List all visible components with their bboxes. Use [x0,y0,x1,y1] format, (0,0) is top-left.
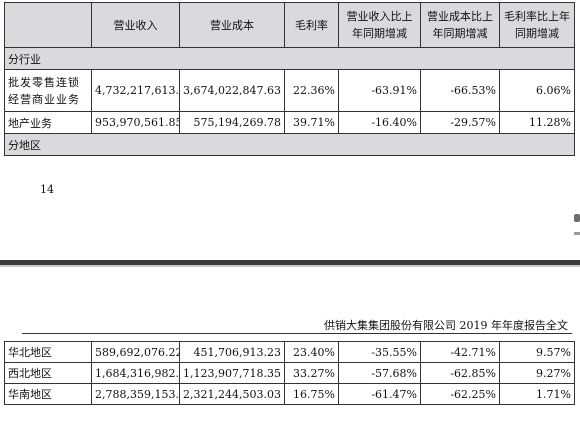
cell-cost: 1,123,907,718.35 [179,362,285,384]
section-row-industry: 分行业 [4,47,575,70]
cell-cost: 451,706,913.23 [179,341,285,363]
cell-revenue-change: -57.68% [338,362,421,384]
cell-revenue: 2,788,359,153.19 [91,383,180,405]
section-label: 分地区 [4,133,575,156]
cell-margin: 16.75% [284,383,339,405]
header-cell-cost-change: 营业成本比上年同期增减 [420,2,500,48]
section-label: 分行业 [4,47,575,70]
cell-margin-change: 1.71% [499,383,575,405]
cell-cost: 2,321,244,503.03 [179,383,285,405]
cell-margin: 23.40% [284,341,339,363]
cell-revenue: 953,970,561.85 [91,111,180,134]
row-label: 华北地区 [4,341,92,363]
cell-revenue: 4,732,217,613.86 [91,69,180,112]
header-cell-revenue-change: 营业收入比上年同期增减 [338,2,421,48]
cell-margin: 39.71% [284,111,339,134]
page-number: 14 [40,183,54,196]
cell-margin-change: 9.27% [499,362,575,384]
income-by-segment-table: 营业收入 营业成本 毛利率 营业收入比上年同期增减 营业成本比上年同期增减 毛利… [4,2,575,156]
income-by-region-table: 华北地区 589,692,076.22 451,706,913.23 23.40… [4,341,575,405]
page-divider-shadow [0,265,580,267]
table-row: 华南地区 2,788,359,153.19 2,321,244,503.03 1… [4,383,575,405]
row-label: 地产业务 [4,111,92,134]
cell-margin-change: 6.06% [499,69,575,112]
cell-margin: 33.27% [284,362,339,384]
header-cell-margin: 毛利率 [284,2,339,48]
cell-revenue: 589,692,076.22 [91,341,180,363]
cell-margin-change: 9.57% [499,341,575,363]
cell-margin-change: 11.28% [499,111,575,134]
page-edge-mark [574,232,580,235]
cell-revenue-change: -16.40% [338,111,421,134]
header-cell-empty [4,2,92,48]
running-header: 供销大集集团股份有限公司 2019 年年度报告全文 [324,319,568,332]
header-cell-margin-change: 毛利率比上年同期增减 [499,2,575,48]
cell-revenue-change: -35.55% [338,341,421,363]
table-row: 地产业务 953,970,561.85 575,194,269.78 39.71… [4,111,575,134]
cell-cost-change: -29.57% [420,111,500,134]
cell-cost-change: -66.53% [420,69,500,112]
header-cell-cost: 营业成本 [179,2,285,48]
page-edge-mark [574,214,580,222]
row-label: 西北地区 [4,362,92,384]
cell-cost: 575,194,269.78 [179,111,285,134]
page-divider [0,260,580,265]
section-row-region: 分地区 [4,133,575,156]
cell-cost-change: -62.85% [420,362,500,384]
header-rule [22,333,572,334]
cell-revenue-change: -63.91% [338,69,421,112]
cell-cost: 3,674,022,847.63 [179,69,285,112]
cell-revenue: 1,684,316,982.40 [91,362,180,384]
table-row: 西北地区 1,684,316,982.40 1,123,907,718.35 3… [4,362,575,384]
header-cell-revenue: 营业收入 [91,2,180,48]
table-row: 华北地区 589,692,076.22 451,706,913.23 23.40… [4,341,575,363]
table-row: 批发零售连锁经营商业业务 4,732,217,613.86 3,674,022,… [4,69,575,112]
row-label: 华南地区 [4,383,92,405]
cell-revenue-change: -61.47% [338,383,421,405]
row-label: 批发零售连锁经营商业业务 [4,69,92,112]
cell-margin: 22.36% [284,69,339,112]
cell-cost-change: -42.71% [420,341,500,363]
table-header-row: 营业收入 营业成本 毛利率 营业收入比上年同期增减 营业成本比上年同期增减 毛利… [4,2,575,48]
cell-cost-change: -62.25% [420,383,500,405]
